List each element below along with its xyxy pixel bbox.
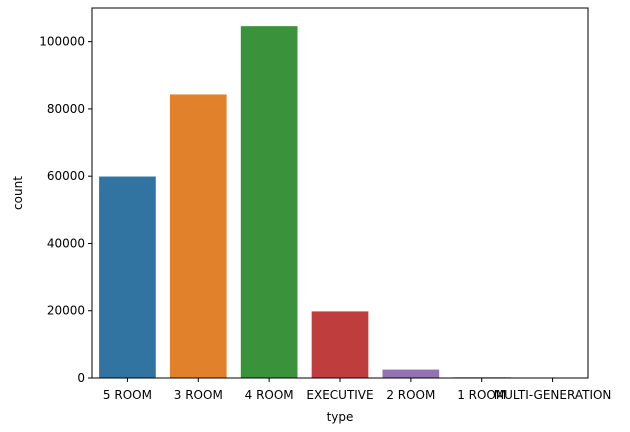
bar-5-room — [99, 176, 156, 378]
bar-2-room — [382, 369, 440, 378]
bars-group — [99, 26, 581, 378]
x-axis-label: type — [327, 410, 354, 424]
x-tick-label: 1 ROOM — [457, 388, 506, 402]
y-tick-label: 40000 — [47, 236, 85, 250]
bar-4-room — [240, 26, 298, 378]
x-tick-label: 2 ROOM — [386, 388, 435, 402]
x-tick-label: 5 ROOM — [103, 388, 152, 402]
x-tick-label: EXECUTIVE — [306, 388, 373, 402]
y-axis-label: count — [11, 176, 25, 210]
bar-3-room — [169, 94, 227, 378]
y-tick-label: 20000 — [47, 304, 85, 318]
x-ticks-group: 5 ROOM 3 ROOM 4 ROOM EXECUTIVE 2 ROOM 1 ROOMM… — [103, 378, 611, 402]
y-tick-label: 80000 — [47, 102, 85, 116]
x-tick-label: 3 ROOM — [174, 388, 223, 402]
plot-frame — [91, 7, 589, 379]
y-tick-label: 100000 — [39, 35, 85, 49]
y-ticks-group: 0 20000 40000 60000 80000 100000 — [39, 35, 92, 385]
y-tick-label: 0 — [77, 371, 85, 385]
bar-executive — [311, 311, 369, 378]
y-tick-label: 60000 — [47, 169, 85, 183]
x-tick-label: MULTI-GENERATION — [494, 388, 612, 402]
x-tick-label: 4 ROOM — [245, 388, 294, 402]
